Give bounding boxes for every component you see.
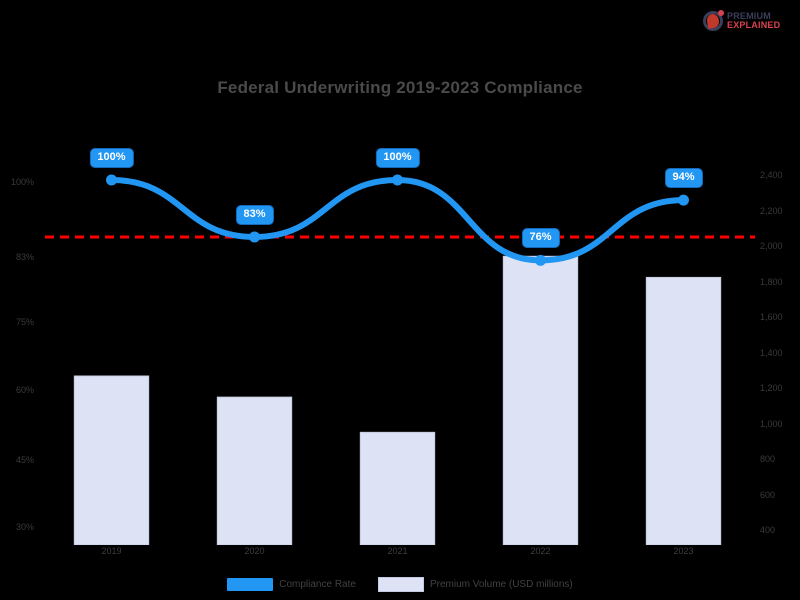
y-tick-right-9: 600 <box>760 489 776 500</box>
chart-legend: Compliance Rate Premium Volume (USD mill… <box>0 577 800 592</box>
x-tick-2020: 2020 <box>244 546 265 556</box>
line-point-2023[interactable] <box>678 194 689 206</box>
bar-2021[interactable] <box>359 431 436 545</box>
y-tick-left-4: 45% <box>15 455 34 465</box>
x-tick-2021: 2021 <box>387 546 408 556</box>
x-tick-2022: 2022 <box>530 546 551 556</box>
line-point-2022[interactable] <box>535 254 546 266</box>
y-tick-right-1: 2,200 <box>760 205 783 216</box>
data-label-2022: 76% <box>521 228 560 249</box>
data-label-2020: 83% <box>235 204 274 225</box>
y-tick-right-5: 1,400 <box>760 347 783 358</box>
y-tick-right-0: 2,400 <box>760 170 783 180</box>
chart-title: Federal Underwriting 2019-2023 Complianc… <box>217 78 583 97</box>
y-tick-right-3: 1,800 <box>760 276 783 287</box>
y-axis-left: 100% 83% 75% 60% 45% 30% <box>2 0 36 600</box>
y-tick-right-4: 1,600 <box>760 312 783 322</box>
plot-area <box>40 160 755 545</box>
logo-line-2: EXPLAINED <box>727 20 781 30</box>
legend-label-compliance-rate: Compliance Rate <box>279 579 356 590</box>
y-tick-right-6: 1,200 <box>760 383 783 393</box>
y-tick-left-3: 60% <box>15 385 34 395</box>
y-tick-left-5: 30% <box>15 522 34 532</box>
line-point-2019[interactable] <box>106 174 117 186</box>
data-label-2023: 94% <box>664 168 703 189</box>
y-tick-right-2: 2,000 <box>760 241 783 251</box>
y-axis-right: 2,400 2,200 2,000 1,800 1,600 1,400 1,200 1,000… <box>758 0 798 600</box>
compliance-rate-line <box>108 177 687 264</box>
line-point-2020[interactable] <box>249 231 260 243</box>
y-tick-right-7: 1,000 <box>760 418 783 429</box>
bar-2022[interactable] <box>502 255 579 545</box>
y-tick-right-8: 800 <box>760 454 776 464</box>
y-tick-left-2: 75% <box>15 317 34 327</box>
logo-mark-icon <box>702 10 724 32</box>
x-tick-2019: 2019 <box>101 546 122 556</box>
line-point-2021[interactable] <box>392 174 403 186</box>
data-label-2021: 100% <box>375 148 420 168</box>
data-label-2019: 100% <box>89 148 134 168</box>
bar-2020[interactable] <box>216 396 293 545</box>
bar-2019[interactable] <box>73 375 150 545</box>
legend-label-premium-volume: Premium Volume (USD millions) <box>429 579 573 590</box>
logo-wordmark: PREMIUM EXPLAINED <box>727 12 780 30</box>
legend-item-compliance-rate[interactable]: Compliance Rate <box>227 578 356 591</box>
legend-swatch-line-icon <box>227 578 274 591</box>
chart-svg <box>40 174 755 545</box>
legend-swatch-bar-icon <box>377 577 424 592</box>
y-tick-left-0: 100% <box>10 177 34 187</box>
y-tick-right-10: 400 <box>760 525 776 535</box>
logo-line-1: PREMIUM <box>727 11 771 21</box>
company-logo: PREMIUM EXPLAINED <box>702 6 794 36</box>
legend-item-premium-volume[interactable]: Premium Volume (USD millions) <box>377 577 573 592</box>
x-tick-2023: 2023 <box>673 546 694 556</box>
bar-2023[interactable] <box>645 276 722 545</box>
y-tick-left-1: 83% <box>15 252 34 262</box>
